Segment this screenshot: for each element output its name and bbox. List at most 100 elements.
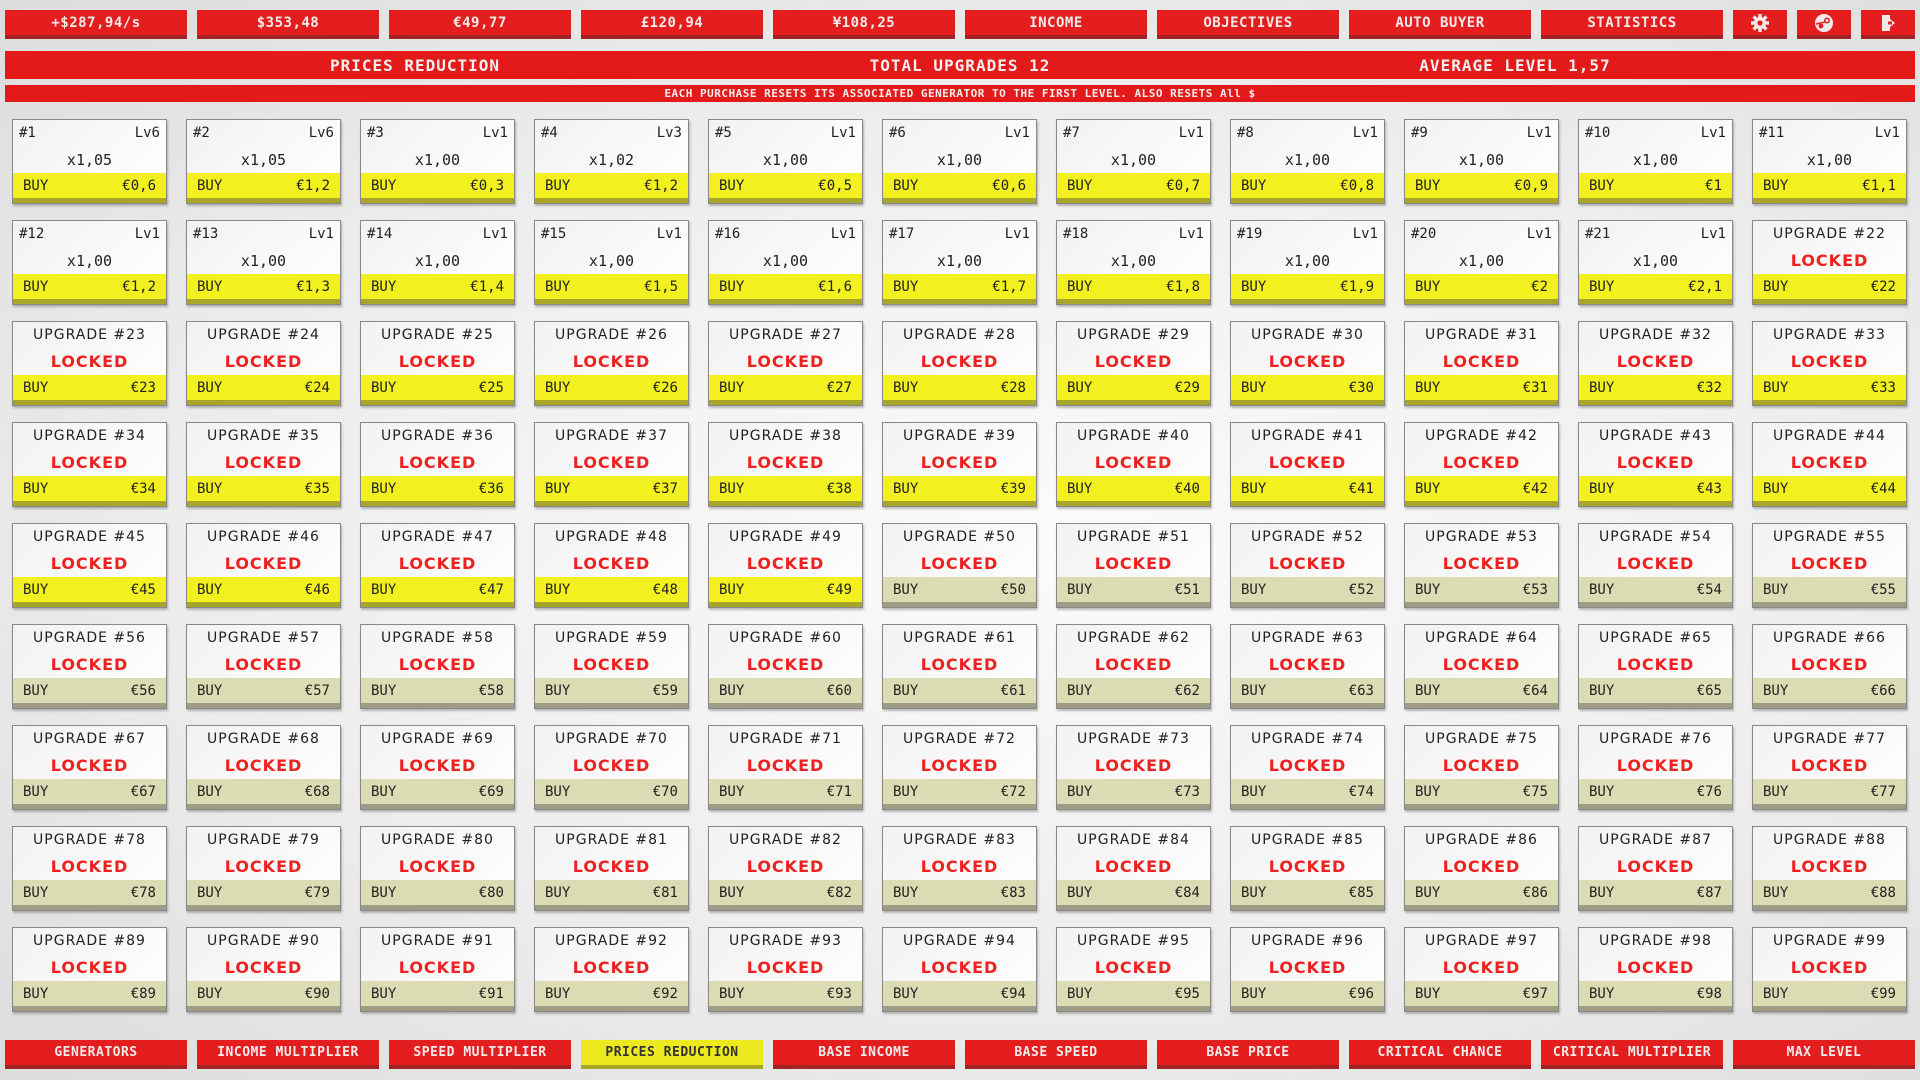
locked-upgrade-card[interactable]: UPGRADE #48 LOCKED BUY €48 [534, 523, 689, 608]
generator-card[interactable]: #8 Lv1 x1,00 BUY €0,8 [1230, 119, 1385, 204]
locked-upgrade-card[interactable]: UPGRADE #59 LOCKED BUY €59 [534, 624, 689, 709]
buy-button[interactable]: BUY €1,2 [187, 173, 340, 203]
buy-button[interactable]: BUY €0,9 [1405, 173, 1558, 203]
generator-card[interactable]: #2 Lv6 x1,05 BUY €1,2 [186, 119, 341, 204]
buy-button[interactable]: BUY €28 [883, 375, 1036, 405]
generator-card[interactable]: #5 Lv1 x1,00 BUY €0,5 [708, 119, 863, 204]
locked-upgrade-card[interactable]: UPGRADE #99 LOCKED BUY €99 [1752, 927, 1907, 1012]
buy-button[interactable]: BUY €68 [187, 779, 340, 809]
locked-upgrade-card[interactable]: UPGRADE #71 LOCKED BUY €71 [708, 725, 863, 810]
buy-button[interactable]: BUY €54 [1579, 577, 1732, 607]
generator-card[interactable]: #1 Lv6 x1,05 BUY €0,6 [12, 119, 167, 204]
locked-upgrade-card[interactable]: UPGRADE #36 LOCKED BUY €36 [360, 422, 515, 507]
locked-upgrade-card[interactable]: UPGRADE #83 LOCKED BUY €83 [882, 826, 1037, 911]
gear-button[interactable] [1733, 10, 1787, 39]
generator-card[interactable]: #18 Lv1 x1,00 BUY €1,8 [1056, 220, 1211, 305]
buy-button[interactable]: BUY €33 [1753, 375, 1906, 405]
locked-upgrade-card[interactable]: UPGRADE #55 LOCKED BUY €55 [1752, 523, 1907, 608]
exit-button[interactable] [1861, 10, 1915, 39]
buy-button[interactable]: BUY €83 [883, 880, 1036, 910]
locked-upgrade-card[interactable]: UPGRADE #25 LOCKED BUY €25 [360, 321, 515, 406]
buy-button[interactable]: BUY €2 [1405, 274, 1558, 304]
locked-upgrade-card[interactable]: UPGRADE #56 LOCKED BUY €56 [12, 624, 167, 709]
buy-button[interactable]: BUY €95 [1057, 981, 1210, 1011]
buy-button[interactable]: BUY €94 [883, 981, 1036, 1011]
locked-upgrade-card[interactable]: UPGRADE #53 LOCKED BUY €53 [1404, 523, 1559, 608]
buy-button[interactable]: BUY €31 [1405, 375, 1558, 405]
locked-upgrade-card[interactable]: UPGRADE #94 LOCKED BUY €94 [882, 927, 1037, 1012]
buy-button[interactable]: BUY €61 [883, 678, 1036, 708]
buy-button[interactable]: BUY €0,6 [883, 173, 1036, 203]
buy-button[interactable]: BUY €0,7 [1057, 173, 1210, 203]
locked-upgrade-card[interactable]: UPGRADE #70 LOCKED BUY €70 [534, 725, 689, 810]
buy-button[interactable]: BUY €1,2 [13, 274, 166, 304]
locked-upgrade-card[interactable]: UPGRADE #28 LOCKED BUY €28 [882, 321, 1037, 406]
tab-income-multiplier[interactable]: INCOME MULTIPLIER [197, 1040, 379, 1069]
buy-button[interactable]: BUY €0,5 [709, 173, 862, 203]
buy-button[interactable]: BUY €56 [13, 678, 166, 708]
locked-upgrade-card[interactable]: UPGRADE #74 LOCKED BUY €74 [1230, 725, 1385, 810]
locked-upgrade-card[interactable]: UPGRADE #30 LOCKED BUY €30 [1230, 321, 1385, 406]
locked-upgrade-card[interactable]: UPGRADE #52 LOCKED BUY €52 [1230, 523, 1385, 608]
steam-button[interactable] [1797, 10, 1851, 39]
generator-card[interactable]: #4 Lv3 x1,02 BUY €1,2 [534, 119, 689, 204]
buy-button[interactable]: BUY €58 [361, 678, 514, 708]
buy-button[interactable]: BUY €88 [1753, 880, 1906, 910]
locked-upgrade-card[interactable]: UPGRADE #65 LOCKED BUY €65 [1578, 624, 1733, 709]
buy-button[interactable]: BUY €98 [1579, 981, 1732, 1011]
tab-critical-multiplier[interactable]: CRITICAL MULTIPLIER [1541, 1040, 1723, 1069]
buy-button[interactable]: BUY €52 [1231, 577, 1384, 607]
buy-button[interactable]: BUY €1,5 [535, 274, 688, 304]
buy-button[interactable]: BUY €72 [883, 779, 1036, 809]
locked-upgrade-card[interactable]: UPGRADE #29 LOCKED BUY €29 [1056, 321, 1211, 406]
buy-button[interactable]: BUY €87 [1579, 880, 1732, 910]
buy-button[interactable]: BUY €90 [187, 981, 340, 1011]
tab-base-income[interactable]: BASE INCOME [773, 1040, 955, 1069]
buy-button[interactable]: BUY €0,8 [1231, 173, 1384, 203]
generator-card[interactable]: #19 Lv1 x1,00 BUY €1,9 [1230, 220, 1385, 305]
objectives-button[interactable]: OBJECTIVES [1157, 10, 1339, 39]
buy-button[interactable]: BUY €67 [13, 779, 166, 809]
buy-button[interactable]: BUY €97 [1405, 981, 1558, 1011]
buy-button[interactable]: BUY €40 [1057, 476, 1210, 506]
buy-button[interactable]: BUY €29 [1057, 375, 1210, 405]
buy-button[interactable]: BUY €73 [1057, 779, 1210, 809]
locked-upgrade-card[interactable]: UPGRADE #41 LOCKED BUY €41 [1230, 422, 1385, 507]
locked-upgrade-card[interactable]: UPGRADE #61 LOCKED BUY €61 [882, 624, 1037, 709]
locked-upgrade-card[interactable]: UPGRADE #95 LOCKED BUY €95 [1056, 927, 1211, 1012]
buy-button[interactable]: BUY €53 [1405, 577, 1558, 607]
generator-card[interactable]: #13 Lv1 x1,00 BUY €1,3 [186, 220, 341, 305]
locked-upgrade-card[interactable]: UPGRADE #67 LOCKED BUY €67 [12, 725, 167, 810]
locked-upgrade-card[interactable]: UPGRADE #98 LOCKED BUY €98 [1578, 927, 1733, 1012]
income-button[interactable]: INCOME [965, 10, 1147, 39]
tab-base-price[interactable]: BASE PRICE [1157, 1040, 1339, 1069]
buy-button[interactable]: BUY €0,6 [13, 173, 166, 203]
locked-upgrade-card[interactable]: UPGRADE #87 LOCKED BUY €87 [1578, 826, 1733, 911]
locked-upgrade-card[interactable]: UPGRADE #44 LOCKED BUY €44 [1752, 422, 1907, 507]
buy-button[interactable]: BUY €77 [1753, 779, 1906, 809]
buy-button[interactable]: BUY €70 [535, 779, 688, 809]
buy-button[interactable]: BUY €91 [361, 981, 514, 1011]
locked-upgrade-card[interactable]: UPGRADE #39 LOCKED BUY €39 [882, 422, 1037, 507]
buy-button[interactable]: BUY €84 [1057, 880, 1210, 910]
locked-upgrade-card[interactable]: UPGRADE #23 LOCKED BUY €23 [12, 321, 167, 406]
generator-card[interactable]: #7 Lv1 x1,00 BUY €0,7 [1056, 119, 1211, 204]
tab-base-speed[interactable]: BASE SPEED [965, 1040, 1147, 1069]
buy-button[interactable]: BUY €1,1 [1753, 173, 1906, 203]
generator-card[interactable]: #11 Lv1 x1,00 BUY €1,1 [1752, 119, 1907, 204]
statistics-button[interactable]: STATISTICS [1541, 10, 1723, 39]
buy-button[interactable]: BUY €24 [187, 375, 340, 405]
buy-button[interactable]: BUY €41 [1231, 476, 1384, 506]
buy-button[interactable]: BUY €99 [1753, 981, 1906, 1011]
locked-upgrade-card[interactable]: UPGRADE #46 LOCKED BUY €46 [186, 523, 341, 608]
locked-upgrade-card[interactable]: UPGRADE #49 LOCKED BUY €49 [708, 523, 863, 608]
buy-button[interactable]: BUY €23 [13, 375, 166, 405]
locked-upgrade-card[interactable]: UPGRADE #77 LOCKED BUY €77 [1752, 725, 1907, 810]
locked-upgrade-card[interactable]: UPGRADE #75 LOCKED BUY €75 [1404, 725, 1559, 810]
buy-button[interactable]: BUY €82 [709, 880, 862, 910]
tab-prices-reduction[interactable]: PRICES REDUCTION [581, 1040, 763, 1069]
locked-upgrade-card[interactable]: UPGRADE #24 LOCKED BUY €24 [186, 321, 341, 406]
generator-card[interactable]: #9 Lv1 x1,00 BUY €0,9 [1404, 119, 1559, 204]
locked-upgrade-card[interactable]: UPGRADE #93 LOCKED BUY €93 [708, 927, 863, 1012]
locked-upgrade-card[interactable]: UPGRADE #45 LOCKED BUY €45 [12, 523, 167, 608]
